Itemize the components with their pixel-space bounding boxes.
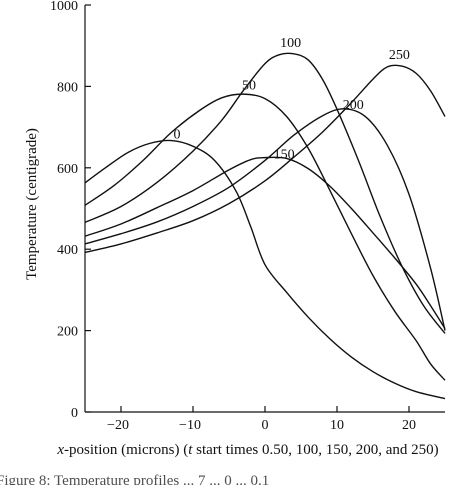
curve-label-t200: 200 — [343, 98, 364, 113]
y-tick-label: 1000 — [50, 0, 78, 14]
curve-t150 — [84, 156, 446, 329]
y-tick-label: 0 — [71, 406, 78, 421]
y-tick-label: 400 — [57, 243, 78, 258]
curve-t250 — [84, 64, 446, 254]
x-axis-title-variable-t: t — [188, 442, 193, 458]
y-axis-ticks: 0 200 400 600 800 1000 — [50, 0, 91, 421]
curves-group — [84, 52, 446, 400]
curve-label-t0: 0 — [174, 127, 181, 142]
x-tick-label: 0 — [262, 418, 269, 433]
x-axis-title-text: -position (microns) ( — [64, 442, 188, 458]
x-axis-title: x-position (microns) (t start times 0.50… — [56, 442, 438, 458]
y-tick-label: 200 — [57, 325, 78, 340]
curve-labels-group: 0 50 100 150 200 250 — [174, 36, 410, 163]
curve-label-t50: 50 — [242, 79, 256, 94]
x-axis-title-variable: x — [56, 442, 64, 458]
x-axis-title-text-rest: start times 0.50, 100, 150, 200, and 250… — [192, 442, 438, 458]
curve-t200 — [84, 108, 446, 331]
curve-label-t100: 100 — [280, 36, 301, 51]
figure-caption: Figure 8: Temperature profiles ... 7 ...… — [0, 473, 269, 485]
curve-label-t150: 150 — [274, 147, 295, 162]
curve-label-t250: 250 — [389, 48, 410, 63]
curve-t0 — [84, 139, 446, 400]
x-tick-label: 20 — [402, 418, 416, 433]
x-tick-label: −20 — [107, 418, 129, 433]
x-tick-label: −10 — [179, 418, 201, 433]
y-tick-label: 600 — [57, 162, 78, 177]
y-tick-label: 800 — [57, 80, 78, 95]
x-axis-ticks: −20 −10 0 10 20 — [107, 406, 416, 433]
curve-t100 — [84, 52, 446, 334]
x-tick-label: 10 — [330, 418, 344, 433]
y-axis-title: Temperature (centigrade) — [24, 128, 40, 280]
curve-t50 — [84, 93, 446, 381]
